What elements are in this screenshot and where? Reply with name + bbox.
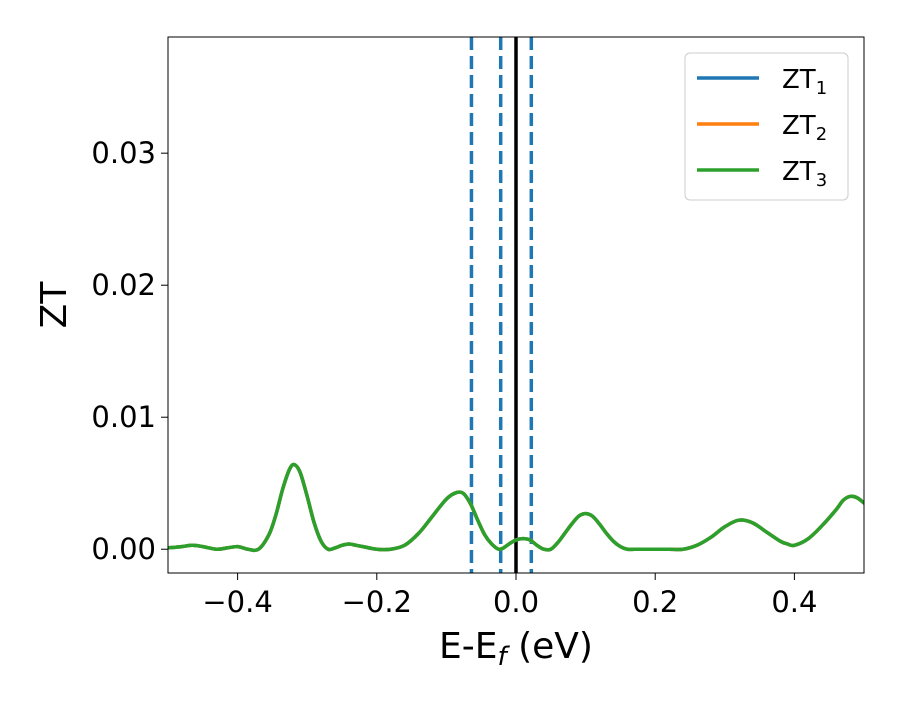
x-axis-label-main: E-E [439, 626, 497, 667]
y-tick-label: 0.03 [91, 136, 156, 170]
y-axis: 0.00 0.01 0.02 0.03 [91, 136, 168, 566]
x-tick-label: 0.0 [493, 585, 539, 619]
x-axis-label-unit: (eV) [507, 626, 593, 667]
legend-label-zt3: ZT3 [782, 157, 827, 191]
y-tick-label: 0.02 [91, 268, 156, 302]
legend-label-zt1: ZT1 [782, 65, 827, 99]
series-line-zt3 [168, 462, 864, 553]
vertical-lines [469, 37, 534, 573]
legend-box [684, 52, 849, 201]
legend: ZT1 ZT2 ZT3 [684, 52, 849, 201]
x-tick-label: −0.4 [202, 585, 272, 619]
series-lines [168, 462, 864, 553]
x-axis: −0.4 −0.2 0.0 0.2 0.4 [202, 573, 817, 619]
y-tick-label: 0.00 [91, 532, 156, 566]
y-tick-label: 0.01 [91, 400, 156, 434]
x-tick-label: −0.2 [342, 585, 412, 619]
x-axis-label: E-Ef (eV) [439, 626, 593, 672]
x-tick-label: 0.4 [771, 585, 817, 619]
legend-label-zt2: ZT2 [782, 111, 827, 145]
y-axis-label: ZT [34, 281, 75, 329]
x-tick-label: 0.2 [632, 585, 678, 619]
